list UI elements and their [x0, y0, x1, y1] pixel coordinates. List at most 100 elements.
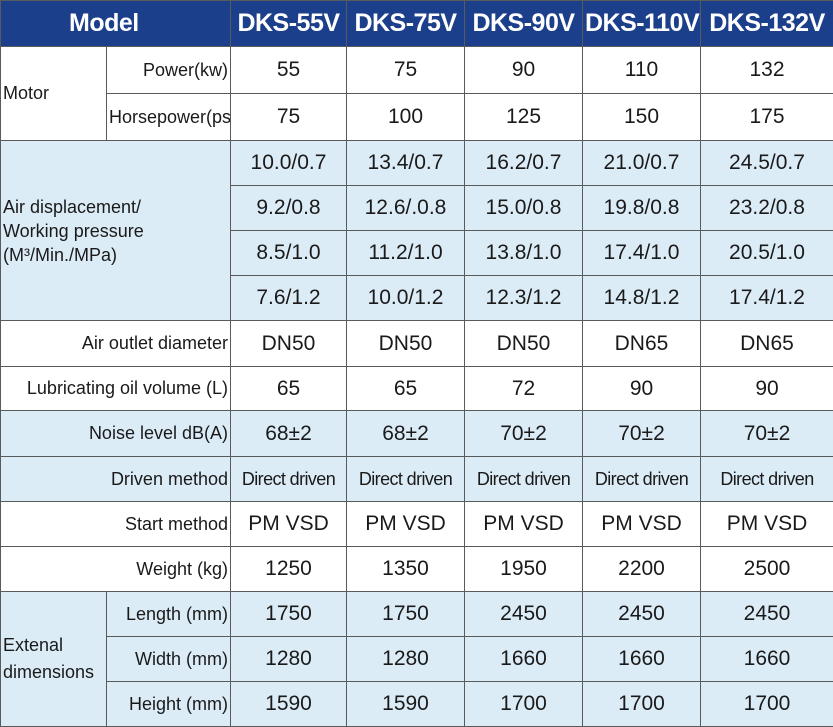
model-col-header: DKS-90V: [465, 1, 583, 47]
table-cell: 75: [231, 94, 347, 141]
table-cell: 24.5/0.7: [701, 141, 833, 186]
table-cell: 17.4/1.2: [701, 276, 833, 321]
table-cell: 20.5/1.0: [701, 231, 833, 276]
table-cell: 2450: [583, 592, 701, 637]
table-row: Lubricating oil volume (L) 65 65 72 90 9…: [1, 367, 833, 411]
row-label-horsepower: Horsepower(ps): [107, 94, 231, 141]
row-label-oil-volume: Lubricating oil volume (L): [1, 367, 231, 411]
table-cell: DN50: [231, 321, 347, 367]
table-row: Motor Power(kw) 55 75 90 110 132: [1, 47, 833, 94]
table-cell: 2200: [583, 547, 701, 592]
table-cell: Direct driven: [465, 457, 583, 502]
row-label-air-outlet: Air outlet diameter: [1, 321, 231, 367]
model-col-header: DKS-75V: [347, 1, 465, 47]
table-cell: 2450: [701, 592, 833, 637]
table-cell: 1700: [701, 682, 833, 727]
table-cell: 1660: [465, 637, 583, 682]
motor-group-label: Motor: [1, 47, 107, 141]
table-cell: 19.8/0.8: [583, 186, 701, 231]
table-cell: 17.4/1.0: [583, 231, 701, 276]
row-label-start-method: Start method: [1, 502, 231, 547]
table-cell: DN50: [347, 321, 465, 367]
table-cell: 12.3/1.2: [465, 276, 583, 321]
table-cell: 23.2/0.8: [701, 186, 833, 231]
table-cell: 1950: [465, 547, 583, 592]
table-cell: 70±2: [583, 411, 701, 457]
model-col-header: DKS-110V: [583, 1, 701, 47]
table-cell: 68±2: [347, 411, 465, 457]
table-cell: Direct driven: [701, 457, 833, 502]
table-cell: 70±2: [701, 411, 833, 457]
table-cell: 13.8/1.0: [465, 231, 583, 276]
row-label-driven-method: Driven method: [1, 457, 231, 502]
table-cell: 90: [701, 367, 833, 411]
table-cell: 13.4/0.7: [347, 141, 465, 186]
table-cell: 12.6/.0.8: [347, 186, 465, 231]
row-label-width: Width (mm): [107, 637, 231, 682]
table-cell: Direct driven: [583, 457, 701, 502]
table-cell: 1590: [231, 682, 347, 727]
table-row: Driven method Direct driven Direct drive…: [1, 457, 833, 502]
table-row: Height (mm) 1590 1590 1700 1700 1700: [1, 682, 833, 727]
label-line: dimensions: [3, 659, 104, 686]
table-cell: 68±2: [231, 411, 347, 457]
table-cell: 1700: [465, 682, 583, 727]
table-row: Noise level dB(A) 68±2 68±2 70±2 70±2 70…: [1, 411, 833, 457]
table-row: Start method PM VSD PM VSD PM VSD PM VSD…: [1, 502, 833, 547]
table-cell: 1660: [701, 637, 833, 682]
table-cell: 2500: [701, 547, 833, 592]
dimensions-group-label: Extenal dimensions: [1, 592, 107, 727]
table-cell: 65: [347, 367, 465, 411]
table-cell: 1660: [583, 637, 701, 682]
table-cell: 1750: [231, 592, 347, 637]
table-cell: 72: [465, 367, 583, 411]
table-row: Air outlet diameter DN50 DN50 DN50 DN65 …: [1, 321, 833, 367]
header-row: Model DKS-55V DKS-75V DKS-90V DKS-110V D…: [1, 1, 833, 47]
table-cell: 100: [347, 94, 465, 141]
row-label-length: Length (mm): [107, 592, 231, 637]
label-line: Air displacement/: [3, 195, 228, 219]
row-label-noise: Noise level dB(A): [1, 411, 231, 457]
table-cell: 2450: [465, 592, 583, 637]
table-cell: 75: [347, 47, 465, 94]
table-cell: 132: [701, 47, 833, 94]
row-label-height: Height (mm): [107, 682, 231, 727]
table-cell: PM VSD: [465, 502, 583, 547]
model-col-header: DKS-132V: [701, 1, 833, 47]
table-cell: 175: [701, 94, 833, 141]
air-displacement-label: Air displacement/ Working pressure (M³/M…: [1, 141, 231, 321]
table-cell: PM VSD: [347, 502, 465, 547]
table-cell: PM VSD: [583, 502, 701, 547]
table-cell: 110: [583, 47, 701, 94]
table-row: Horsepower(ps) 75 100 125 150 175: [1, 94, 833, 141]
table-cell: 150: [583, 94, 701, 141]
table-cell: 9.2/0.8: [231, 186, 347, 231]
table-cell: 1700: [583, 682, 701, 727]
table-row: Weight (kg) 1250 1350 1950 2200 2500: [1, 547, 833, 592]
model-col-header: DKS-55V: [231, 1, 347, 47]
table-cell: 125: [465, 94, 583, 141]
table-cell: 14.8/1.2: [583, 276, 701, 321]
table-cell: 8.5/1.0: [231, 231, 347, 276]
table-cell: Direct driven: [231, 457, 347, 502]
table-row: Extenal dimensions Length (mm) 1750 1750…: [1, 592, 833, 637]
table-cell: 1250: [231, 547, 347, 592]
table-cell: 7.6/1.2: [231, 276, 347, 321]
label-line: Working pressure: [3, 219, 228, 243]
table-cell: 1280: [231, 637, 347, 682]
table-cell: 90: [583, 367, 701, 411]
table-cell: 1750: [347, 592, 465, 637]
row-label-power: Power(kw): [107, 47, 231, 94]
table-cell: 11.2/1.0: [347, 231, 465, 276]
table-cell: 1280: [347, 637, 465, 682]
table-cell: PM VSD: [701, 502, 833, 547]
row-label-weight: Weight (kg): [1, 547, 231, 592]
table-cell: 65: [231, 367, 347, 411]
label-line: Extenal: [3, 632, 104, 659]
table-cell: 70±2: [465, 411, 583, 457]
table-cell: 1590: [347, 682, 465, 727]
table-cell: 1350: [347, 547, 465, 592]
label-line: (M³/Min./MPa): [3, 243, 228, 267]
table-cell: 10.0/0.7: [231, 141, 347, 186]
table-cell: 21.0/0.7: [583, 141, 701, 186]
